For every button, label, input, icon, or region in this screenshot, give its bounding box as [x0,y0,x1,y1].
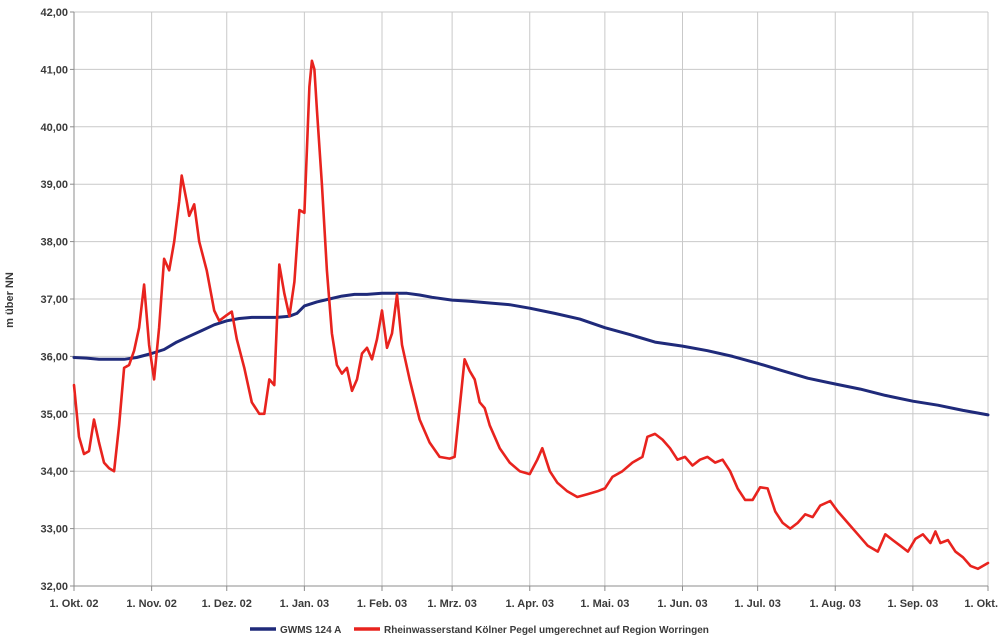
y-tick-label: 35,00 [40,409,68,421]
x-tick-label: 1. Dez. 02 [202,598,252,610]
y-tick-label: 36,00 [40,351,68,363]
x-tick-label: 1. Apr. 03 [505,598,554,610]
y-tick-label: 40,00 [40,122,68,134]
y-tick-label: 34,00 [40,466,68,478]
x-tick-label: 1. Mrz. 03 [427,598,477,610]
legend: GWMS 124 A Rheinwasserstand Kölner Pegel … [250,625,709,636]
x-tick-label: 1. Aug. 03 [809,598,861,610]
x-tick-label: 1. Mai. 03 [580,598,629,610]
x-tick-label: 1. Feb. 03 [357,598,407,610]
legend-label: GWMS 124 A [280,625,341,636]
y-tick-label: 32,00 [40,581,68,593]
y-tick-labels: 32,00 33,00 34,00 35,00 36,00 37,00 38,00 39,00… [40,7,68,593]
x-tick-label: 1. Jan. 03 [280,598,330,610]
series-lines [72,59,990,571]
x-tick-label: 1. Nov. 02 [126,598,177,610]
series-line-rheinwasserstand [72,59,990,571]
grid-lines [74,11,989,586]
legend-label: Rheinwasserstand Kölner Pegel umgerechne… [384,625,709,636]
y-tick-label: 37,00 [40,294,68,306]
series-line-gwms-124a [72,291,990,417]
x-tick-label: 1. Sep. 03 [887,598,938,610]
x-tick-label: 1. Okt. 02 [50,598,99,610]
y-tick-label: 41,00 [40,64,68,76]
y-tick-label: 38,00 [40,237,68,249]
y-tick-label: 39,00 [40,179,68,191]
y-tick-label: 42,00 [40,7,68,19]
y-tick-label: 33,00 [40,524,68,536]
x-tick-label: 1. Jul. 03 [734,598,780,610]
y-axis-title: m über NN [4,272,16,328]
x-tick-label: 1. Jun. 03 [657,598,707,610]
x-tick-label: 1. Okt. [964,598,998,610]
axes [70,11,989,591]
x-tick-labels: 1. Okt. 02 1. Nov. 02 1. Dez. 02 1. Jan. 03… [50,598,998,610]
